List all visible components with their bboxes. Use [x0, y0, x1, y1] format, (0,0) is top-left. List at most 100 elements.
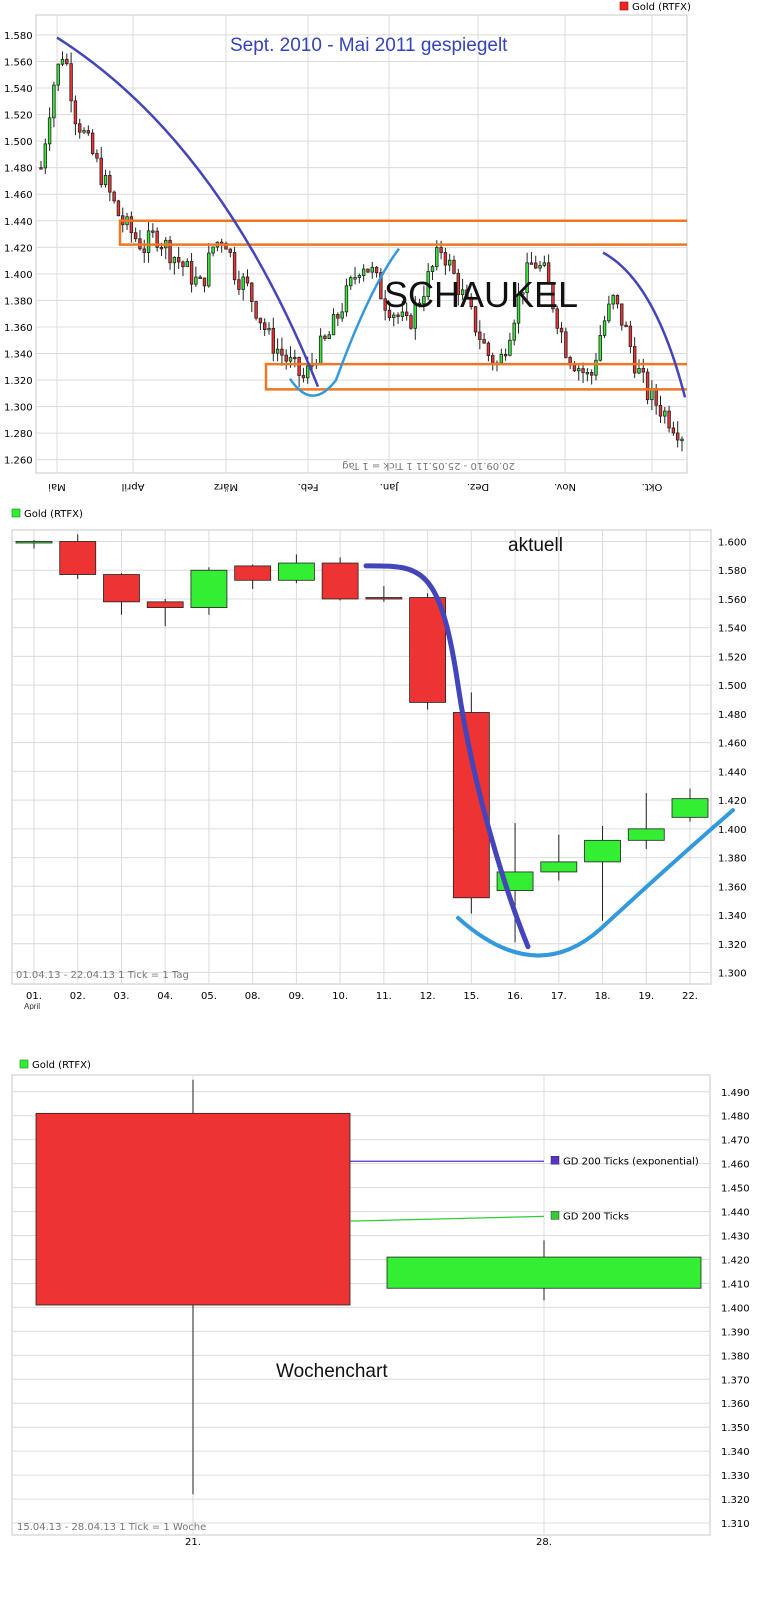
- candle: [589, 369, 594, 385]
- y-tick-label: 1.560: [4, 57, 33, 68]
- candle: [69, 52, 73, 113]
- candle: [280, 337, 284, 366]
- x-tick-label: Dez.: [467, 481, 489, 492]
- candle: [564, 327, 568, 359]
- candle: [417, 298, 422, 308]
- candle: [486, 341, 491, 362]
- x-tick-label: 28.: [536, 1537, 552, 1548]
- candle: [366, 268, 370, 273]
- candle: [228, 248, 232, 258]
- legend-swatch: [19, 1059, 29, 1069]
- candle: [559, 321, 564, 344]
- candle: [103, 169, 108, 188]
- annotation-aktuell: aktuell: [508, 535, 563, 556]
- x-tick-label: Nov.: [554, 481, 576, 492]
- candles: [35, 1079, 702, 1495]
- candle: [422, 285, 426, 312]
- candle: [47, 107, 52, 151]
- candle: [667, 405, 671, 433]
- candle: [331, 308, 336, 336]
- candle: [469, 293, 473, 310]
- candle: [460, 278, 465, 300]
- candle: [624, 321, 628, 328]
- candle: [400, 300, 405, 322]
- y-tick-label: 1.300: [718, 969, 747, 980]
- chart-title: Sept. 2010 - Mai 2011 gespiegelt: [230, 35, 508, 56]
- candle: [90, 129, 95, 156]
- candle: [671, 421, 676, 436]
- y-tick-label: 1.440: [721, 1208, 750, 1219]
- candle: [353, 266, 357, 285]
- candle: [349, 275, 353, 290]
- candle: [15, 540, 53, 549]
- candle: [370, 261, 374, 279]
- candle: [65, 53, 69, 66]
- candle: [680, 436, 684, 452]
- y-tick-label: 1.360: [4, 323, 33, 334]
- y-tick-label: 1.420: [721, 1255, 750, 1266]
- legend-label: Gold (RTFX): [32, 1060, 91, 1071]
- candle: [627, 792, 665, 849]
- y-tick-label: 1.380: [4, 296, 33, 307]
- x-tick-label: 22.: [682, 991, 698, 1002]
- candle: [361, 264, 366, 282]
- overlays: [363, 563, 735, 958]
- candle: [297, 356, 301, 388]
- y-tick-label: 1.470: [721, 1136, 750, 1147]
- moving-average-1: GD 200 Ticks (exponential): [350, 1156, 699, 1167]
- candle: [392, 312, 396, 327]
- candle: [245, 269, 250, 287]
- candle: [82, 127, 86, 135]
- x-tick-label: 04.: [157, 991, 173, 1002]
- candle: [202, 277, 207, 293]
- candle: [258, 317, 263, 331]
- candle: [284, 349, 288, 370]
- candle: [43, 138, 48, 174]
- candle: [542, 255, 547, 268]
- y-tick-label: 1.580: [718, 566, 747, 577]
- candle: [190, 567, 228, 615]
- candle: [116, 199, 121, 217]
- x-tick-label: 12.: [420, 991, 436, 1002]
- y-tick-label: 1.320: [4, 376, 33, 387]
- candle: [232, 246, 237, 285]
- candle: [615, 294, 620, 309]
- candle: [336, 312, 340, 326]
- candle: [409, 593, 447, 710]
- y-tick-label: 1.280: [4, 429, 33, 440]
- y-tick-label: 1.350: [721, 1423, 750, 1434]
- candle: [35, 1079, 351, 1495]
- x-tick-label: 01.: [26, 991, 42, 1002]
- candle: [620, 303, 624, 331]
- candle: [59, 534, 97, 579]
- candle: [628, 320, 633, 354]
- y-tick-label: 1.320: [718, 940, 747, 951]
- y-tick-label: 1.260: [4, 456, 33, 467]
- ma-legend-label: GD 200 Ticks (exponential): [563, 1156, 699, 1167]
- candle: [473, 306, 478, 337]
- candle: [409, 313, 413, 330]
- x-tick-label: Okt.: [642, 481, 663, 492]
- candle: [546, 254, 551, 284]
- candle: [194, 266, 198, 287]
- x-tick-label: Feb.: [298, 481, 319, 492]
- y-tick-label: 1.460: [718, 739, 747, 750]
- x-tick-label: 10.: [332, 991, 348, 1002]
- candle: [671, 788, 709, 822]
- candle: [146, 598, 184, 627]
- y-tick-label: 1.440: [718, 767, 747, 778]
- candle: [133, 227, 138, 242]
- y-tick-label: 1.580: [4, 31, 33, 42]
- y-tick-label: 1.340: [4, 350, 33, 361]
- x-axis: 01. 02. 03. 04. 05. 08. 09. 10. 11. 12. 15. 16. 17. 1…: [26, 991, 698, 1002]
- y-tick-label: 1.390: [721, 1327, 750, 1338]
- candle: [598, 325, 602, 362]
- candle: [413, 296, 417, 340]
- candle: [607, 295, 611, 324]
- x-tick-label: 11.: [376, 991, 392, 1002]
- candle: [577, 364, 581, 381]
- x-tick-label: 02.: [70, 991, 86, 1002]
- candle: [73, 95, 78, 136]
- y-tick-label: 1.600: [718, 537, 747, 548]
- candle: [267, 322, 271, 335]
